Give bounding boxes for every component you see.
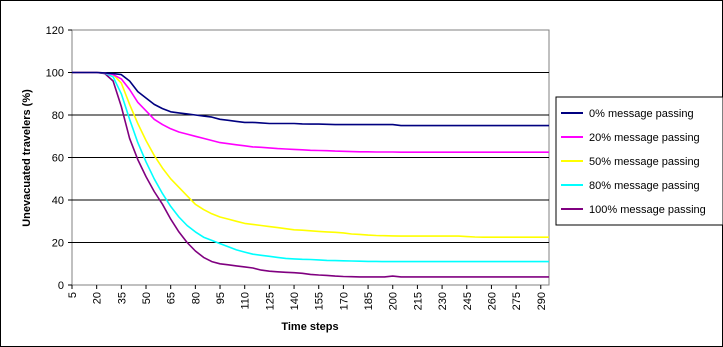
x-tick-label: 20 [92, 292, 104, 304]
x-tick-label: 215 [412, 292, 424, 310]
x-tick-label: 200 [388, 292, 400, 310]
y-tick-label: 100 [46, 68, 64, 80]
y-tick-label: 80 [52, 110, 64, 122]
series-lines [72, 71, 549, 278]
grid-lines [72, 72, 549, 243]
x-tick-label: 140 [289, 292, 301, 310]
y-tick-label: 0 [58, 280, 64, 292]
series-line [72, 71, 549, 153]
y-tick-label: 40 [52, 195, 64, 207]
x-tick-label: 230 [437, 292, 449, 310]
x-tick-label: 260 [486, 292, 498, 310]
x-axis-ticks: 5 20 35 50 65 80 95 110 125 140 155 170 185 200 215 230… [67, 285, 548, 310]
y-axis-ticks: 0 20 40 60 80 100 120 [46, 25, 72, 292]
x-tick-label: 65 [166, 292, 178, 304]
legend-label: 80% message passing [589, 180, 700, 192]
series-line [72, 71, 549, 263]
x-tick-label: 290 [536, 292, 548, 310]
x-tick-label: 185 [363, 292, 375, 310]
y-tick-label: 20 [52, 238, 64, 250]
legend-label: 0% message passing [589, 108, 694, 120]
x-tick-label: 275 [511, 292, 523, 310]
series-line [72, 71, 549, 238]
legend-label: 20% message passing [589, 132, 700, 144]
legend-box [555, 96, 723, 226]
x-tick-label: 50 [141, 292, 153, 304]
x-tick-label: 125 [264, 292, 276, 310]
x-tick-label: 110 [240, 292, 252, 310]
x-tick-label: 170 [338, 292, 350, 310]
legend: 0% message passing 20% message passing 50%… [555, 96, 723, 226]
series-line [72, 71, 549, 278]
x-axis-title: Time steps [281, 321, 338, 333]
x-tick-label: 80 [190, 292, 202, 304]
legend-label: 100% message passing [589, 204, 706, 216]
y-tick-label: 120 [46, 25, 64, 37]
x-tick-label: 245 [462, 292, 474, 310]
y-tick-label: 60 [52, 153, 64, 165]
x-tick-label: 95 [215, 292, 227, 304]
y-axis-title: Unevacuated travelers (%) [21, 89, 33, 227]
series-line [72, 71, 549, 127]
x-tick-label: 155 [314, 292, 326, 310]
x-tick-label: 35 [116, 292, 128, 304]
x-tick-label: 5 [67, 292, 79, 298]
legend-label: 50% message passing [589, 156, 700, 168]
